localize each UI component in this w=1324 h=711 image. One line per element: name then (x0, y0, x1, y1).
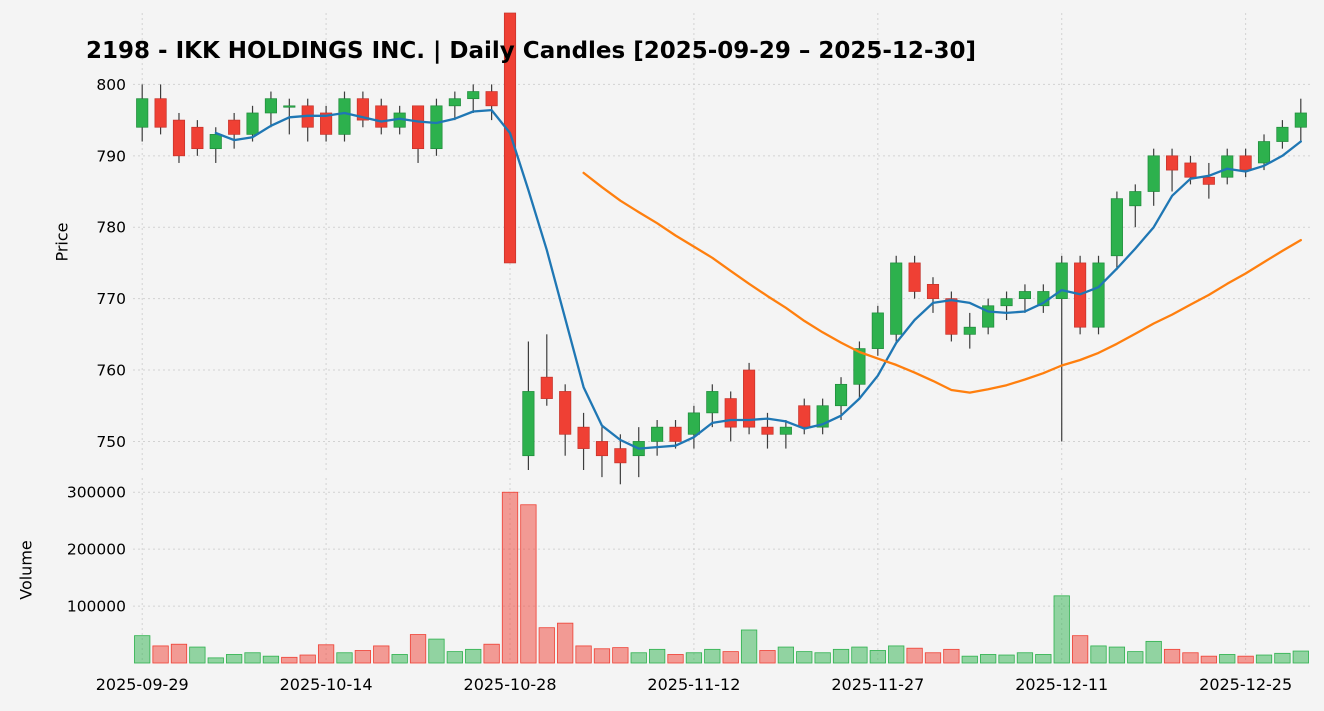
volume-bars (134, 491, 1309, 664)
ma-lines (214, 108, 1302, 450)
grid (133, 13, 1310, 663)
svg-text:2025-12-25: 2025-12-25 (1199, 675, 1292, 694)
svg-text:2025-11-12: 2025-11-12 (647, 675, 740, 694)
svg-text:770: 770 (96, 290, 126, 308)
svg-text:2025-10-28: 2025-10-28 (464, 675, 557, 694)
svg-text:300000: 300000 (67, 484, 126, 502)
svg-text:800: 800 (96, 76, 126, 94)
svg-text:2025-11-27: 2025-11-27 (831, 675, 924, 694)
chart-title: 2198 - IKK HOLDINGS INC. | Daily Candles… (86, 38, 977, 64)
volume-axis-label: Volume (16, 540, 36, 600)
svg-text:760: 760 (96, 362, 126, 380)
svg-text:2025-09-29: 2025-09-29 (96, 675, 189, 694)
svg-text:200000: 200000 (67, 541, 126, 559)
svg-text:780: 780 (96, 219, 126, 237)
svg-text:750: 750 (96, 433, 126, 451)
svg-text:2025-10-14: 2025-10-14 (280, 675, 373, 694)
candles (136, 12, 1307, 485)
axis-tick-labels: 750 760 770 780 790 800 100000 200000 300000 2025… (67, 76, 1292, 694)
price-axis-label: Price (52, 222, 72, 262)
svg-text:2025-12-11: 2025-12-11 (1015, 675, 1108, 694)
svg-text:790: 790 (96, 147, 126, 165)
svg-text:100000: 100000 (67, 598, 126, 616)
